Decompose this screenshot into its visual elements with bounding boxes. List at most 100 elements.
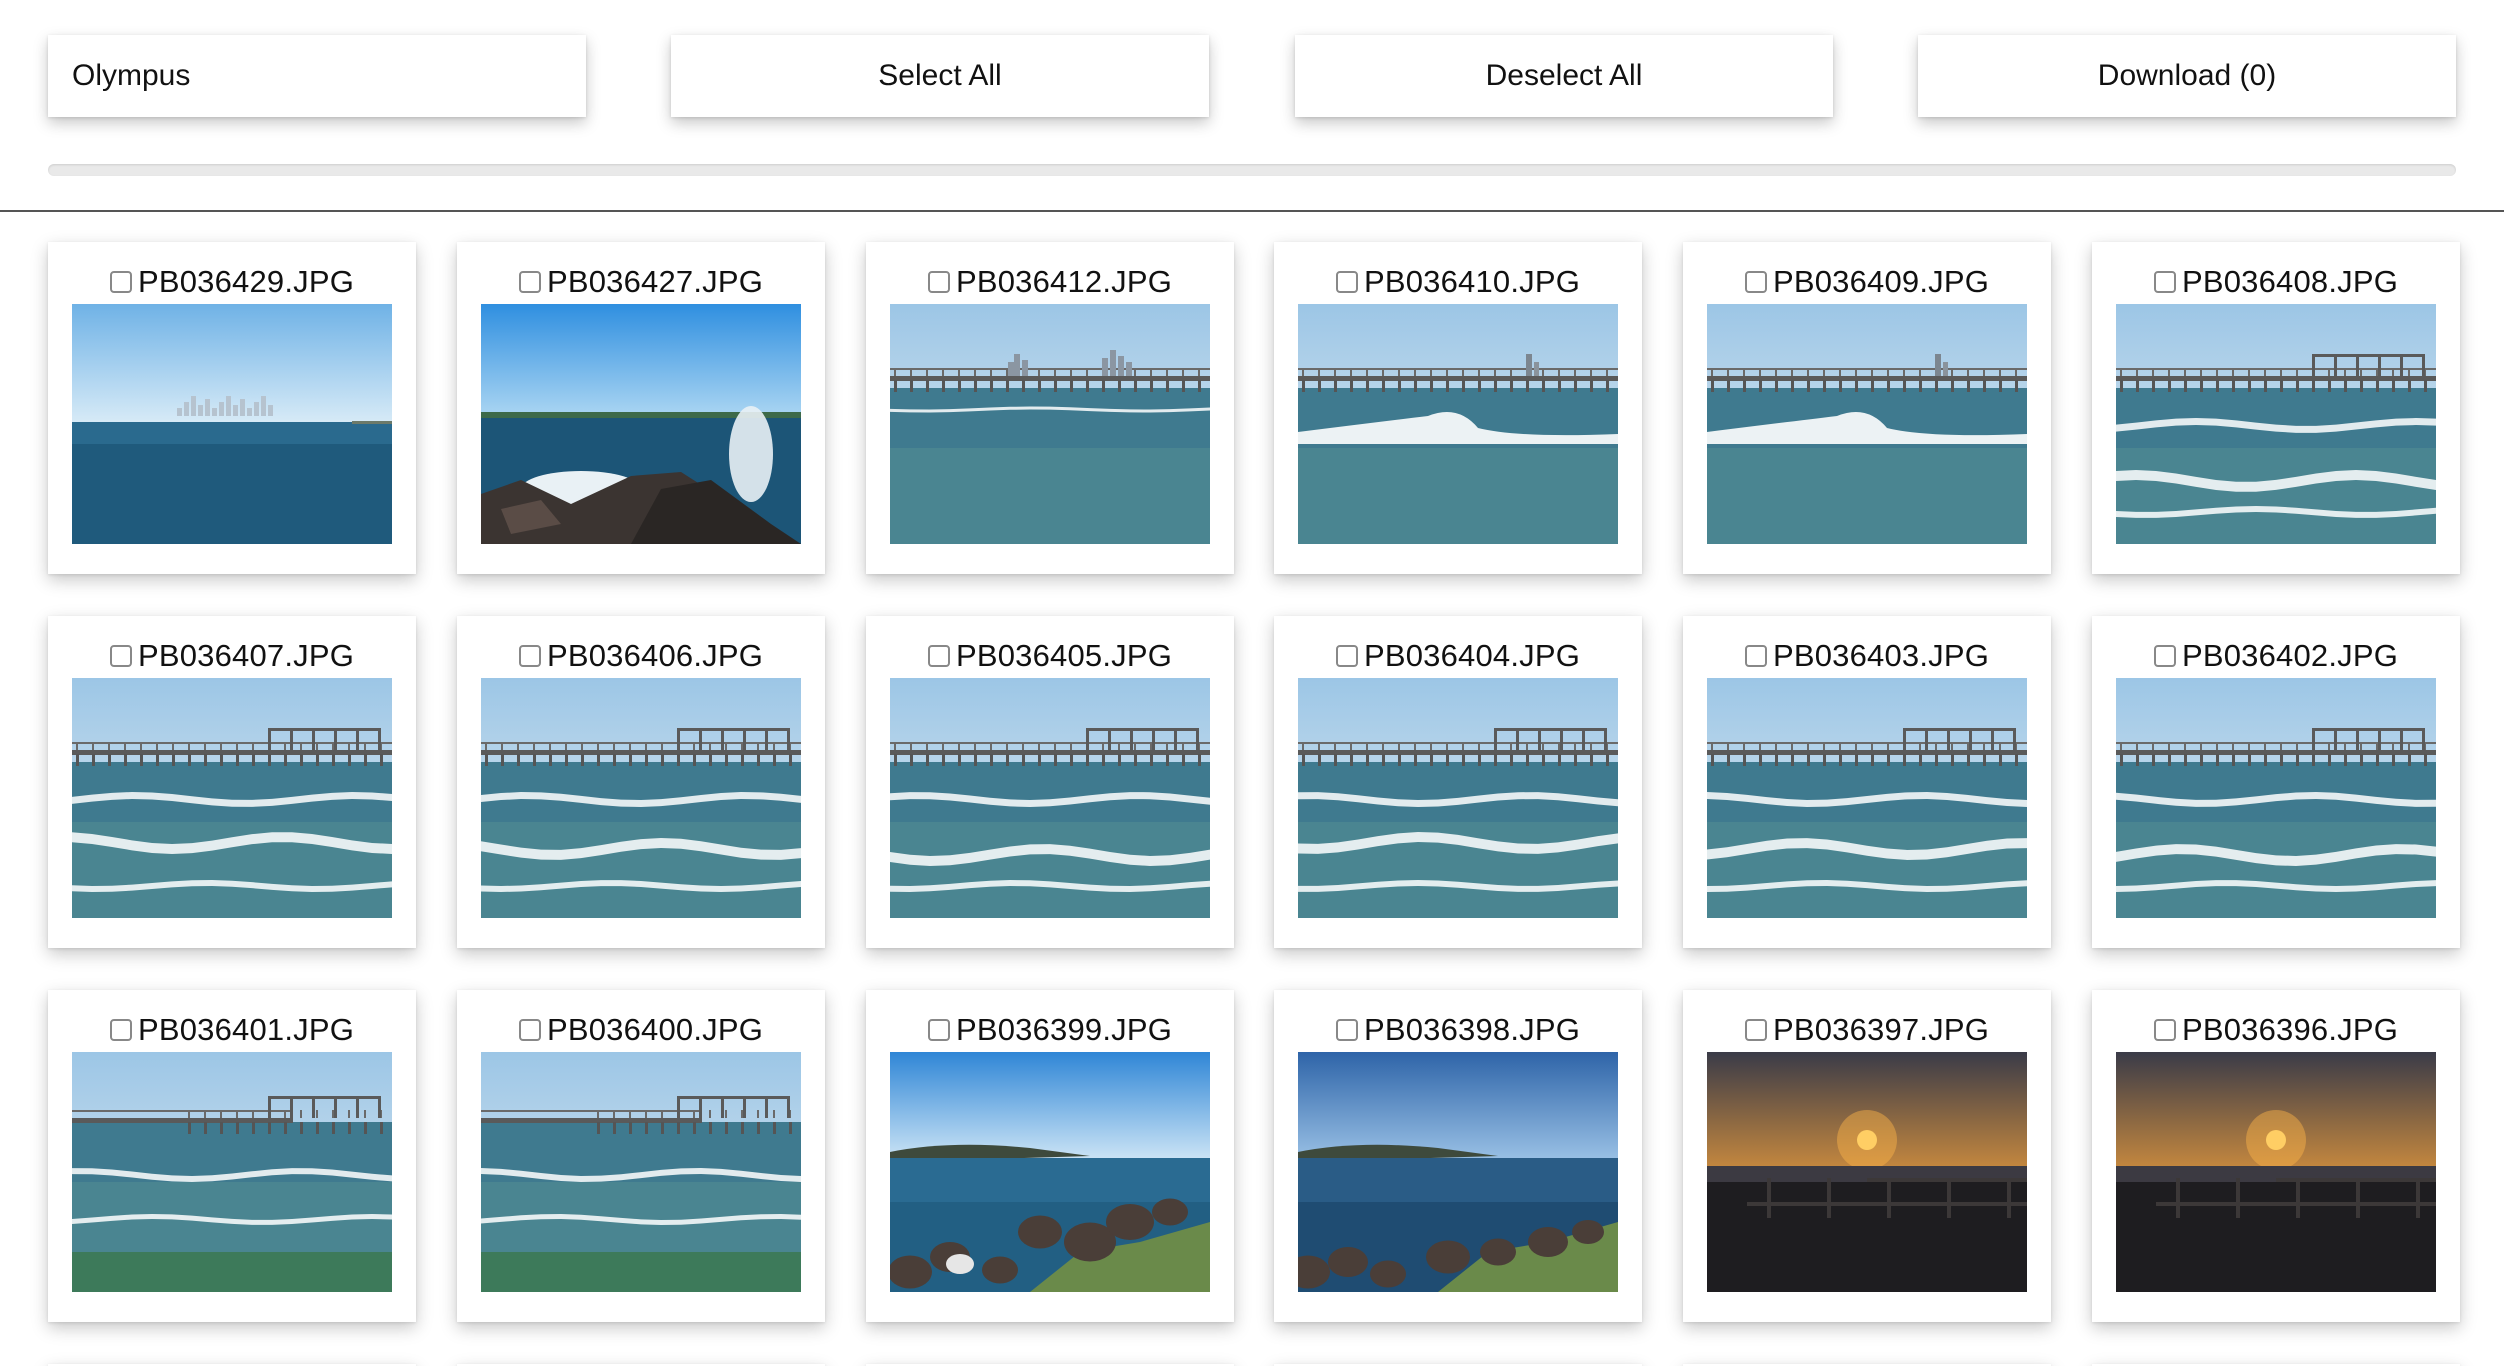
photo-card-header: PB036410.JPG xyxy=(1274,264,1642,300)
photo-filename: PB036427.JPG xyxy=(546,264,764,299)
photo-card-header: PB036408.JPG xyxy=(2092,264,2460,300)
photo-thumbnail[interactable] xyxy=(481,678,801,918)
photo-card-header: PB036407.JPG xyxy=(48,638,416,674)
photo-select-checkbox[interactable] xyxy=(109,271,132,293)
photo-filename: PB036397.JPG xyxy=(1772,1012,1990,1047)
photo-card[interactable] xyxy=(1683,1364,2051,1366)
photo-card[interactable]: PB036429.JPG xyxy=(48,242,416,574)
photo-card[interactable]: PB036427.JPG xyxy=(457,242,825,574)
photo-filename: PB036409.JPG xyxy=(1772,264,1990,299)
photo-thumbnail[interactable] xyxy=(1707,678,2027,918)
photo-select-checkbox[interactable] xyxy=(518,271,541,293)
photo-card[interactable]: PB036402.JPG xyxy=(2092,616,2460,948)
photo-select-checkbox[interactable] xyxy=(927,271,950,293)
photo-filename: PB036410.JPG xyxy=(1363,264,1581,299)
photo-thumbnail[interactable] xyxy=(2116,678,2436,918)
photo-card-header: PB036412.JPG xyxy=(866,264,1234,300)
photo-thumbnail[interactable] xyxy=(72,304,392,544)
photo-filename: PB036401.JPG xyxy=(137,1012,355,1047)
photo-card[interactable]: PB036397.JPG xyxy=(1683,990,2051,1322)
photo-card-header: PB036396.JPG xyxy=(2092,1012,2460,1048)
photo-thumbnail[interactable] xyxy=(2116,1052,2436,1292)
photo-thumbnail[interactable] xyxy=(890,304,1210,544)
photo-thumbnail[interactable] xyxy=(1298,678,1618,918)
photo-card[interactable]: PB036405.JPG xyxy=(866,616,1234,948)
camera-selector[interactable]: Olympus xyxy=(48,35,586,117)
photo-select-checkbox[interactable] xyxy=(109,645,132,667)
photo-filename: PB036396.JPG xyxy=(2181,1012,2399,1047)
photo-filename: PB036408.JPG xyxy=(2181,264,2399,299)
photo-thumbnail[interactable] xyxy=(1707,1052,2027,1292)
photo-select-checkbox[interactable] xyxy=(1744,645,1767,667)
photo-filename: PB036398.JPG xyxy=(1363,1012,1581,1047)
photo-thumbnail[interactable] xyxy=(1707,304,2027,544)
photo-select-checkbox[interactable] xyxy=(518,1019,541,1041)
photo-filename: PB036404.JPG xyxy=(1363,638,1581,673)
photo-thumbnail[interactable] xyxy=(890,678,1210,918)
photo-filename: PB036402.JPG xyxy=(2181,638,2399,673)
photo-filename: PB036406.JPG xyxy=(546,638,764,673)
photo-card[interactable]: PB036412.JPG xyxy=(866,242,1234,574)
photo-card[interactable]: PB036409.JPG xyxy=(1683,242,2051,574)
photo-card[interactable] xyxy=(457,1364,825,1366)
photo-card-header: PB036403.JPG xyxy=(1683,638,2051,674)
photo-select-checkbox[interactable] xyxy=(109,1019,132,1041)
photo-thumbnail[interactable] xyxy=(72,678,392,918)
photo-card[interactable]: PB036406.JPG xyxy=(457,616,825,948)
photo-card-header: PB036399.JPG xyxy=(866,1012,1234,1048)
photo-card-header: PB036397.JPG xyxy=(1683,1012,2051,1048)
photo-card-header: PB036406.JPG xyxy=(457,638,825,674)
photo-card-header: PB036402.JPG xyxy=(2092,638,2460,674)
photo-thumbnail[interactable] xyxy=(1298,1052,1618,1292)
photo-filename: PB036407.JPG xyxy=(137,638,355,673)
toolbar: Olympus Select All Deselect All Download… xyxy=(0,0,2504,212)
photo-card[interactable]: PB036404.JPG xyxy=(1274,616,1642,948)
photo-select-checkbox[interactable] xyxy=(2153,271,2176,293)
deselect-all-label: Deselect All xyxy=(1485,59,1643,92)
photo-card[interactable]: PB036407.JPG xyxy=(48,616,416,948)
deselect-all-button[interactable]: Deselect All xyxy=(1295,35,1833,117)
photo-select-checkbox[interactable] xyxy=(927,1019,950,1041)
photo-card-header: PB036398.JPG xyxy=(1274,1012,1642,1048)
photo-select-checkbox[interactable] xyxy=(1744,1019,1767,1041)
photo-select-checkbox[interactable] xyxy=(1744,271,1767,293)
photo-thumbnail[interactable] xyxy=(2116,304,2436,544)
photo-select-checkbox[interactable] xyxy=(518,645,541,667)
download-label: Download (0) xyxy=(2097,59,2277,92)
download-button[interactable]: Download (0) xyxy=(1918,35,2456,117)
divider xyxy=(0,210,2504,212)
photo-card[interactable] xyxy=(866,1364,1234,1366)
photo-card[interactable]: PB036408.JPG xyxy=(2092,242,2460,574)
photo-select-checkbox[interactable] xyxy=(2153,1019,2176,1041)
photo-card-header: PB036409.JPG xyxy=(1683,264,2051,300)
photo-select-checkbox[interactable] xyxy=(1335,645,1358,667)
photo-thumbnail[interactable] xyxy=(1298,304,1618,544)
photo-card[interactable] xyxy=(48,1364,416,1366)
photo-filename: PB036412.JPG xyxy=(955,264,1173,299)
photo-card[interactable]: PB036399.JPG xyxy=(866,990,1234,1322)
photo-select-checkbox[interactable] xyxy=(2153,645,2176,667)
photo-select-checkbox[interactable] xyxy=(1335,1019,1358,1041)
photo-card[interactable] xyxy=(1274,1364,1642,1366)
photo-card-header: PB036401.JPG xyxy=(48,1012,416,1048)
photo-thumbnail[interactable] xyxy=(72,1052,392,1292)
photo-filename: PB036399.JPG xyxy=(955,1012,1173,1047)
photo-filename: PB036403.JPG xyxy=(1772,638,1990,673)
photo-thumbnail[interactable] xyxy=(481,1052,801,1292)
photo-card-header: PB036429.JPG xyxy=(48,264,416,300)
select-all-button[interactable]: Select All xyxy=(671,35,1209,117)
photo-grid-viewport[interactable]: PB036429.JPG PB036427.JPG PB036412.JPG PB03… xyxy=(0,212,2504,1366)
select-all-label: Select All xyxy=(878,59,1002,92)
photo-card[interactable]: PB036398.JPG xyxy=(1274,990,1642,1322)
camera-name: Olympus xyxy=(72,59,191,92)
photo-thumbnail[interactable] xyxy=(890,1052,1210,1292)
photo-card[interactable]: PB036410.JPG xyxy=(1274,242,1642,574)
photo-card[interactable]: PB036401.JPG xyxy=(48,990,416,1322)
photo-card[interactable]: PB036403.JPG xyxy=(1683,616,2051,948)
photo-select-checkbox[interactable] xyxy=(1335,271,1358,293)
photo-card[interactable] xyxy=(2092,1364,2460,1366)
photo-card[interactable]: PB036400.JPG xyxy=(457,990,825,1322)
photo-select-checkbox[interactable] xyxy=(927,645,950,667)
photo-thumbnail[interactable] xyxy=(481,304,801,544)
photo-card[interactable]: PB036396.JPG xyxy=(2092,990,2460,1322)
